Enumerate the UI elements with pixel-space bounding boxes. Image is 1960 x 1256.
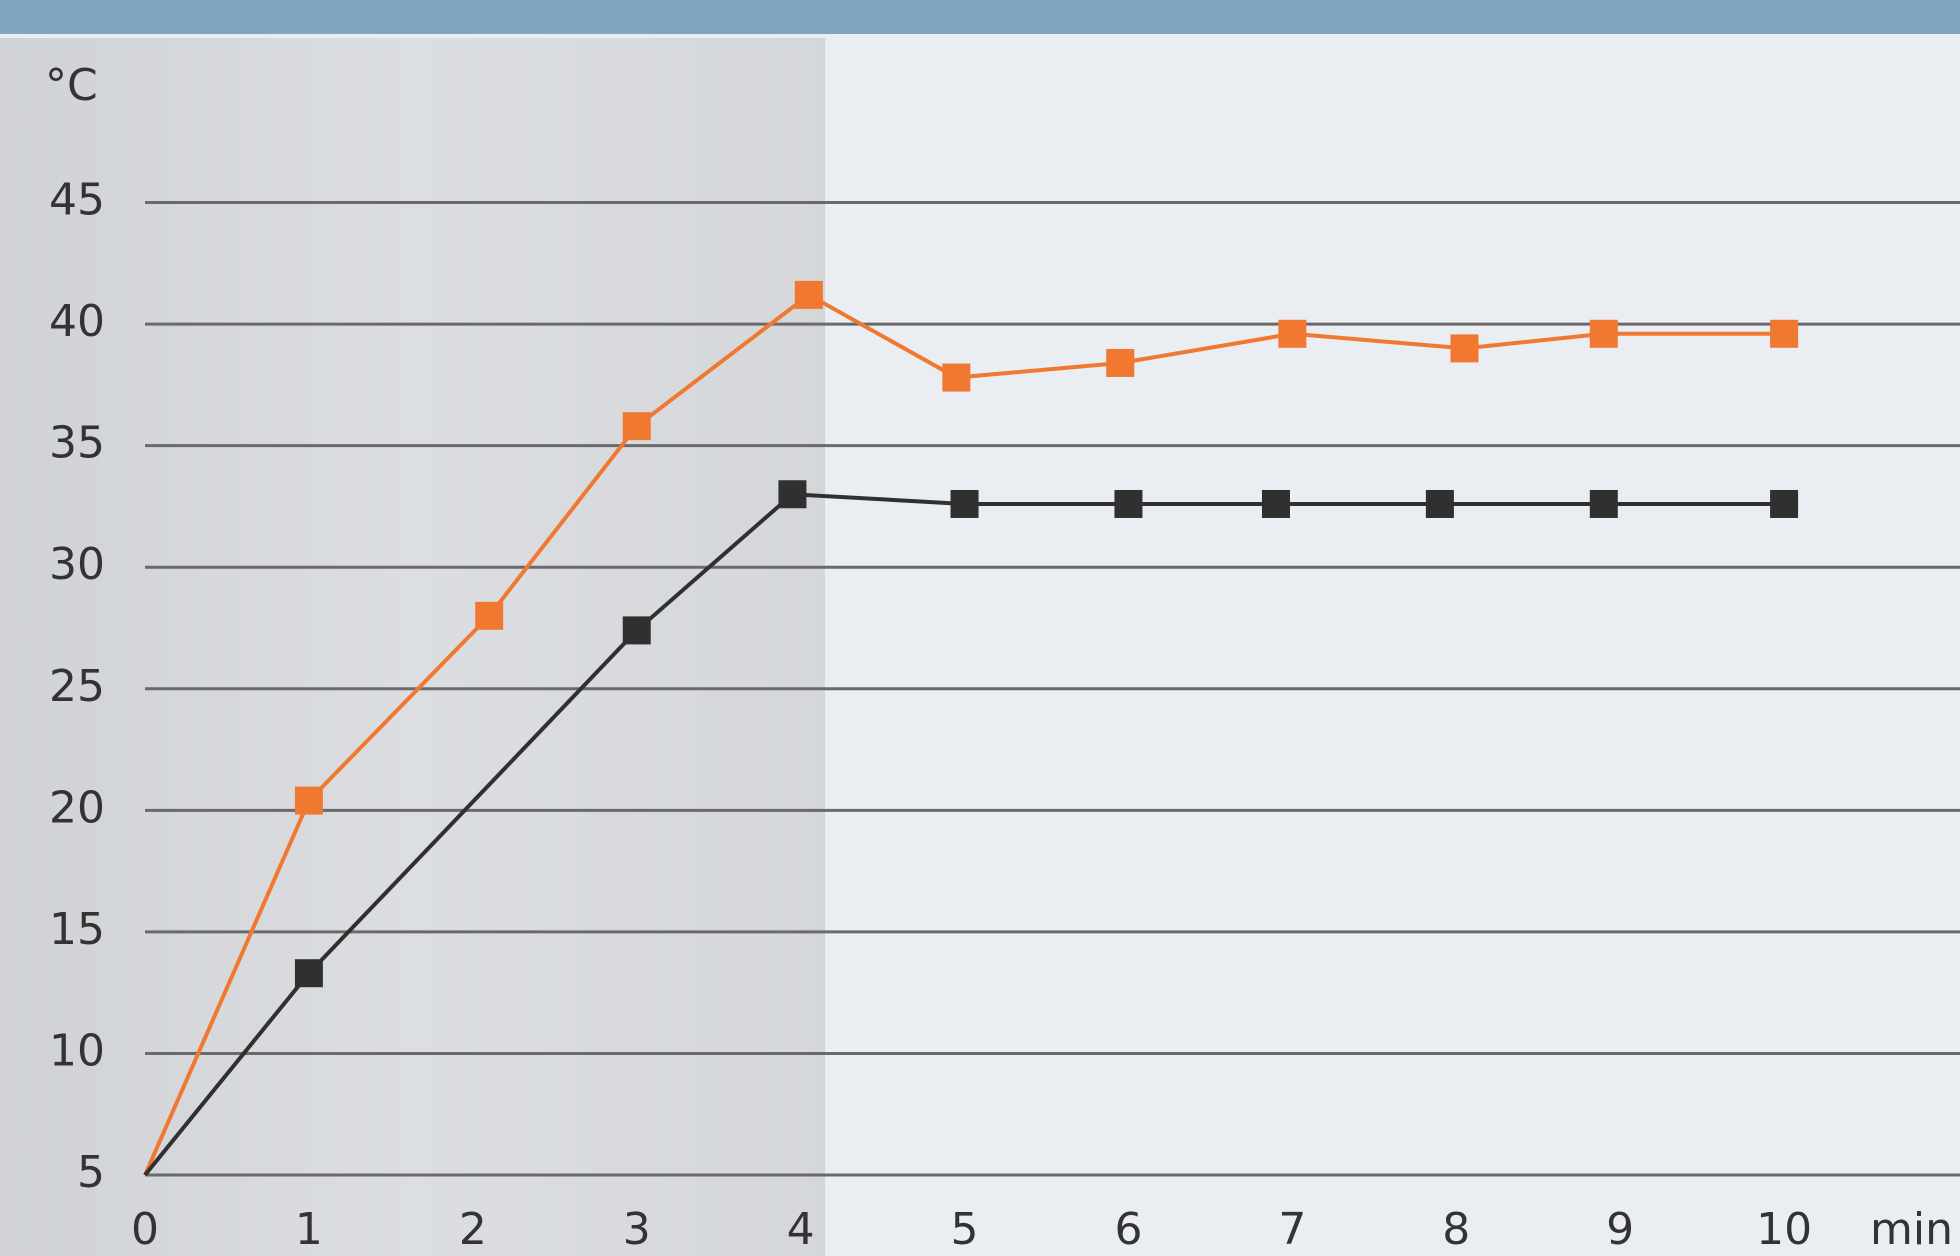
- y-tick-label: 40: [49, 296, 105, 347]
- top-band: [0, 0, 1960, 34]
- point-marker: [1262, 490, 1290, 518]
- x-tick-label: 9: [1606, 1204, 1634, 1255]
- chart: °C min 51015202530354045012345678910: [0, 0, 1960, 1256]
- x-axis-label: min: [1870, 1204, 1953, 1255]
- point-marker: [1590, 490, 1618, 518]
- x-tick-label: 2: [459, 1204, 487, 1255]
- y-tick-label: 35: [49, 418, 105, 469]
- point-marker: [295, 787, 323, 815]
- photo-backdrop: [0, 38, 825, 1256]
- y-axis-label: °C: [45, 60, 98, 111]
- y-tick-label: 45: [49, 175, 105, 226]
- point-marker: [475, 602, 503, 630]
- x-tick-label: 1: [295, 1204, 323, 1255]
- page: °C min 51015202530354045012345678910 (()…: [0, 0, 1960, 1256]
- point-marker: [778, 480, 806, 508]
- x-tick-label: 10: [1756, 1204, 1812, 1255]
- y-tick-label: 10: [49, 1025, 105, 1076]
- point-marker: [1770, 320, 1798, 348]
- point-marker: [295, 959, 323, 987]
- point-marker: [1114, 490, 1142, 518]
- point-marker: [623, 616, 651, 644]
- point-marker: [1450, 334, 1478, 362]
- point-marker: [1106, 349, 1134, 377]
- y-tick-label: 25: [49, 661, 105, 712]
- x-tick-label: 3: [623, 1204, 651, 1255]
- point-marker: [1278, 320, 1306, 348]
- x-tick-label: 4: [787, 1204, 815, 1255]
- x-tick-label: 5: [951, 1204, 979, 1255]
- point-marker: [623, 412, 651, 440]
- y-tick-label: 20: [49, 782, 105, 833]
- y-tick-label: 15: [49, 904, 105, 955]
- point-marker: [1590, 320, 1618, 348]
- point-marker: [1770, 490, 1798, 518]
- point-marker: [942, 364, 970, 392]
- x-tick-label: 8: [1442, 1204, 1470, 1255]
- x-tick-label: 7: [1278, 1204, 1306, 1255]
- y-tick-label: 30: [49, 539, 105, 590]
- x-tick-label: 0: [131, 1204, 159, 1255]
- point-marker: [795, 281, 823, 309]
- x-tick-label: 6: [1114, 1204, 1142, 1255]
- point-marker: [1426, 490, 1454, 518]
- y-tick-label: 5: [77, 1147, 105, 1198]
- point-marker: [951, 490, 979, 518]
